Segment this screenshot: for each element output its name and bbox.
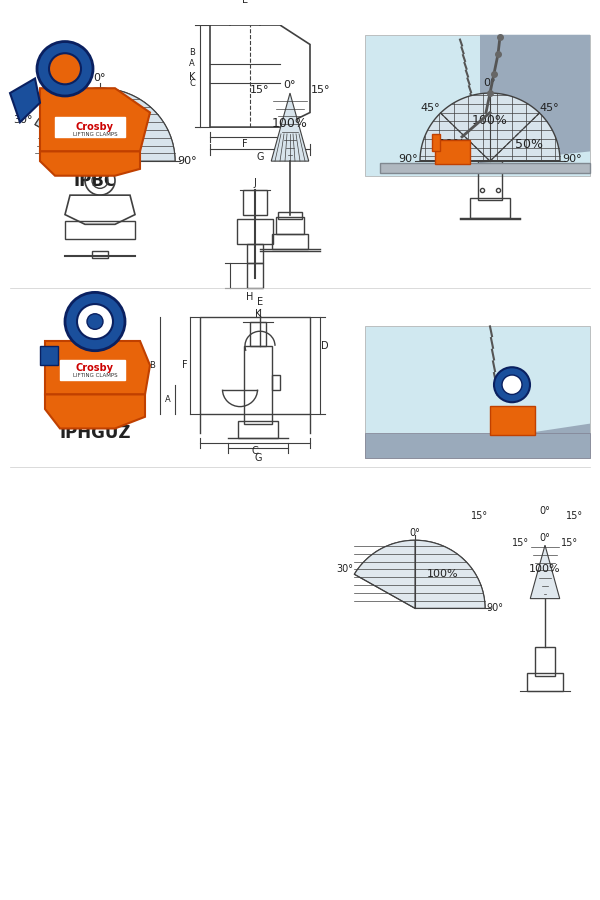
- Text: D: D: [321, 341, 329, 351]
- Text: 0°: 0°: [539, 506, 550, 516]
- Bar: [490, 406, 535, 436]
- Text: 100%: 100%: [112, 118, 148, 131]
- Text: 0°: 0°: [484, 78, 496, 88]
- Text: K: K: [255, 309, 261, 319]
- Circle shape: [494, 367, 530, 402]
- Polygon shape: [480, 35, 590, 163]
- Bar: [365, 35, 590, 176]
- Bar: [60, 360, 125, 380]
- Text: 100%: 100%: [272, 117, 308, 130]
- Text: Crosby: Crosby: [76, 364, 114, 374]
- Text: G: G: [254, 453, 262, 463]
- Bar: [432, 134, 440, 151]
- Polygon shape: [355, 540, 415, 608]
- Bar: [365, 327, 590, 457]
- Bar: [250, 321, 266, 346]
- Polygon shape: [10, 78, 40, 122]
- Text: A: A: [165, 395, 171, 404]
- Text: LIFTING CLAMPS: LIFTING CLAMPS: [73, 374, 118, 379]
- Circle shape: [502, 375, 522, 394]
- Text: 50%: 50%: [437, 138, 466, 150]
- Text: F: F: [182, 360, 188, 370]
- Bar: [244, 346, 272, 424]
- Text: 30°: 30°: [13, 115, 33, 125]
- Text: A: A: [189, 59, 195, 68]
- Circle shape: [65, 292, 125, 351]
- Text: 90°: 90°: [398, 154, 418, 164]
- Text: 0°: 0°: [94, 74, 106, 84]
- Text: 45°: 45°: [539, 104, 559, 113]
- Text: 0°: 0°: [539, 534, 550, 544]
- Text: 0°: 0°: [410, 527, 421, 537]
- Polygon shape: [365, 424, 590, 457]
- Text: G: G: [256, 152, 264, 162]
- Polygon shape: [271, 93, 309, 161]
- Text: 15°: 15°: [566, 511, 584, 521]
- Polygon shape: [35, 88, 100, 161]
- Text: 100%: 100%: [472, 113, 508, 127]
- Text: 30°: 30°: [336, 564, 353, 574]
- Bar: [365, 433, 590, 457]
- Text: 90°: 90°: [177, 156, 197, 166]
- Text: IPBC: IPBC: [73, 172, 116, 190]
- Polygon shape: [100, 88, 175, 161]
- Text: Crosby: Crosby: [76, 122, 114, 132]
- Bar: [247, 263, 263, 287]
- Text: 90°: 90°: [562, 154, 582, 164]
- Text: E: E: [242, 0, 248, 4]
- Text: H: H: [247, 292, 254, 302]
- Text: LIFTING CLAMPS: LIFTING CLAMPS: [73, 132, 118, 138]
- Text: 0°: 0°: [284, 80, 296, 90]
- Bar: [65, 221, 135, 239]
- Polygon shape: [40, 88, 150, 151]
- Bar: [237, 220, 273, 244]
- Polygon shape: [530, 545, 560, 598]
- Text: J: J: [254, 178, 256, 188]
- Text: 15°: 15°: [561, 538, 578, 548]
- Text: 100%: 100%: [427, 570, 459, 580]
- Bar: [40, 346, 58, 365]
- Text: C: C: [189, 79, 195, 88]
- Polygon shape: [415, 540, 485, 608]
- Text: B: B: [189, 48, 195, 57]
- Bar: [527, 673, 563, 691]
- Text: 100%: 100%: [529, 564, 561, 574]
- Text: IPHGUZ: IPHGUZ: [59, 424, 131, 442]
- Polygon shape: [40, 151, 140, 176]
- Text: K: K: [189, 71, 195, 82]
- Bar: [200, 317, 310, 414]
- Text: F: F: [242, 139, 248, 148]
- Bar: [535, 647, 555, 677]
- Text: 15°: 15°: [250, 86, 269, 95]
- Bar: [435, 140, 470, 164]
- Text: 15°: 15°: [512, 538, 529, 548]
- Bar: [243, 190, 267, 214]
- Text: E: E: [257, 297, 263, 307]
- Bar: [478, 161, 502, 200]
- Circle shape: [77, 304, 113, 339]
- Bar: [92, 250, 108, 258]
- Text: C: C: [251, 446, 259, 455]
- Bar: [272, 234, 308, 248]
- Text: 45°: 45°: [421, 104, 440, 113]
- Polygon shape: [380, 163, 590, 173]
- Text: 90°: 90°: [487, 603, 503, 613]
- Text: 50%: 50%: [515, 138, 542, 150]
- Bar: [272, 375, 280, 390]
- Polygon shape: [45, 394, 145, 428]
- Bar: [238, 420, 278, 438]
- Bar: [276, 217, 304, 234]
- Bar: [278, 212, 302, 220]
- Circle shape: [87, 314, 103, 329]
- Text: B: B: [149, 361, 155, 370]
- Circle shape: [49, 53, 81, 85]
- Polygon shape: [420, 93, 560, 161]
- Text: 15°: 15°: [472, 511, 488, 521]
- Bar: [470, 198, 510, 218]
- Bar: [247, 244, 263, 263]
- Text: 15°: 15°: [311, 86, 331, 95]
- Bar: [55, 117, 125, 137]
- Circle shape: [37, 41, 93, 96]
- Polygon shape: [45, 341, 150, 394]
